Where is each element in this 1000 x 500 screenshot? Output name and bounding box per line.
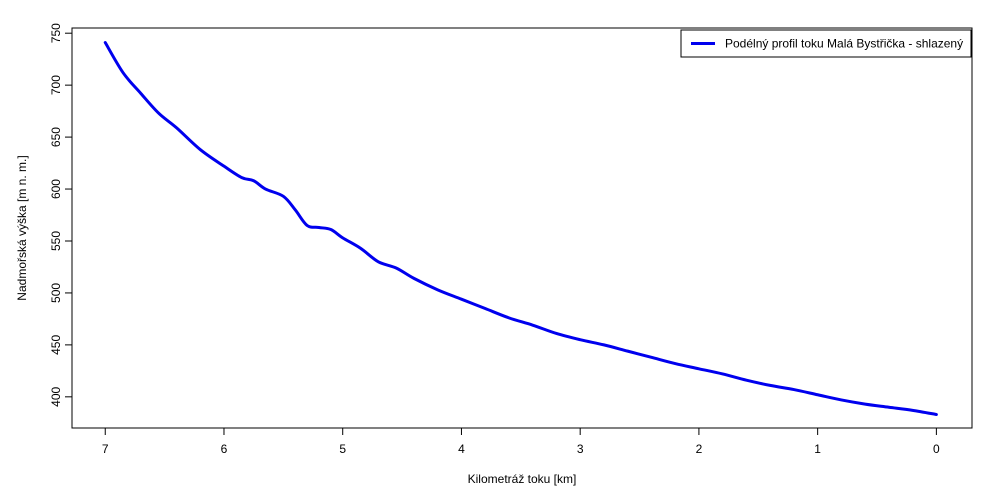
y-axis-label: Nadmořská výška [m n. m.] bbox=[15, 155, 29, 300]
series-line-0 bbox=[103, 41, 938, 416]
x-tick-label-7: 0 bbox=[933, 442, 940, 456]
x-tick-label-6: 1 bbox=[814, 442, 821, 456]
legend-box bbox=[680, 29, 972, 58]
x-tick-label-0: 7 bbox=[102, 442, 109, 456]
chart-marks: 7 6 5 4 3 2 1 0 400 450 500 550 600 650 700 750 Kilometr… bbox=[15, 23, 973, 486]
y-tick-label-2: 500 bbox=[49, 283, 63, 303]
y-tick-label-4: 600 bbox=[49, 179, 63, 199]
plot-frame bbox=[71, 27, 973, 429]
x-axis-label: Kilometráž toku [km] bbox=[468, 472, 577, 486]
y-tick-label-7: 750 bbox=[49, 23, 63, 43]
x-tick-label-5: 2 bbox=[696, 442, 703, 456]
y-tick-label-3: 550 bbox=[49, 231, 63, 251]
x-tick-label-2: 5 bbox=[339, 442, 346, 456]
y-tick-label-1: 450 bbox=[49, 335, 63, 355]
y-tick-label-6: 700 bbox=[49, 75, 63, 95]
x-tick-label-1: 6 bbox=[221, 442, 228, 456]
y-tick-label-0: 400 bbox=[49, 386, 63, 406]
y-tick-label-5: 650 bbox=[49, 127, 63, 147]
legend-entry: Podélný profil toku Malá Bystřička - shl… bbox=[725, 37, 963, 51]
x-tick-label-4: 3 bbox=[577, 442, 584, 456]
x-tick-label-3: 4 bbox=[458, 442, 465, 456]
